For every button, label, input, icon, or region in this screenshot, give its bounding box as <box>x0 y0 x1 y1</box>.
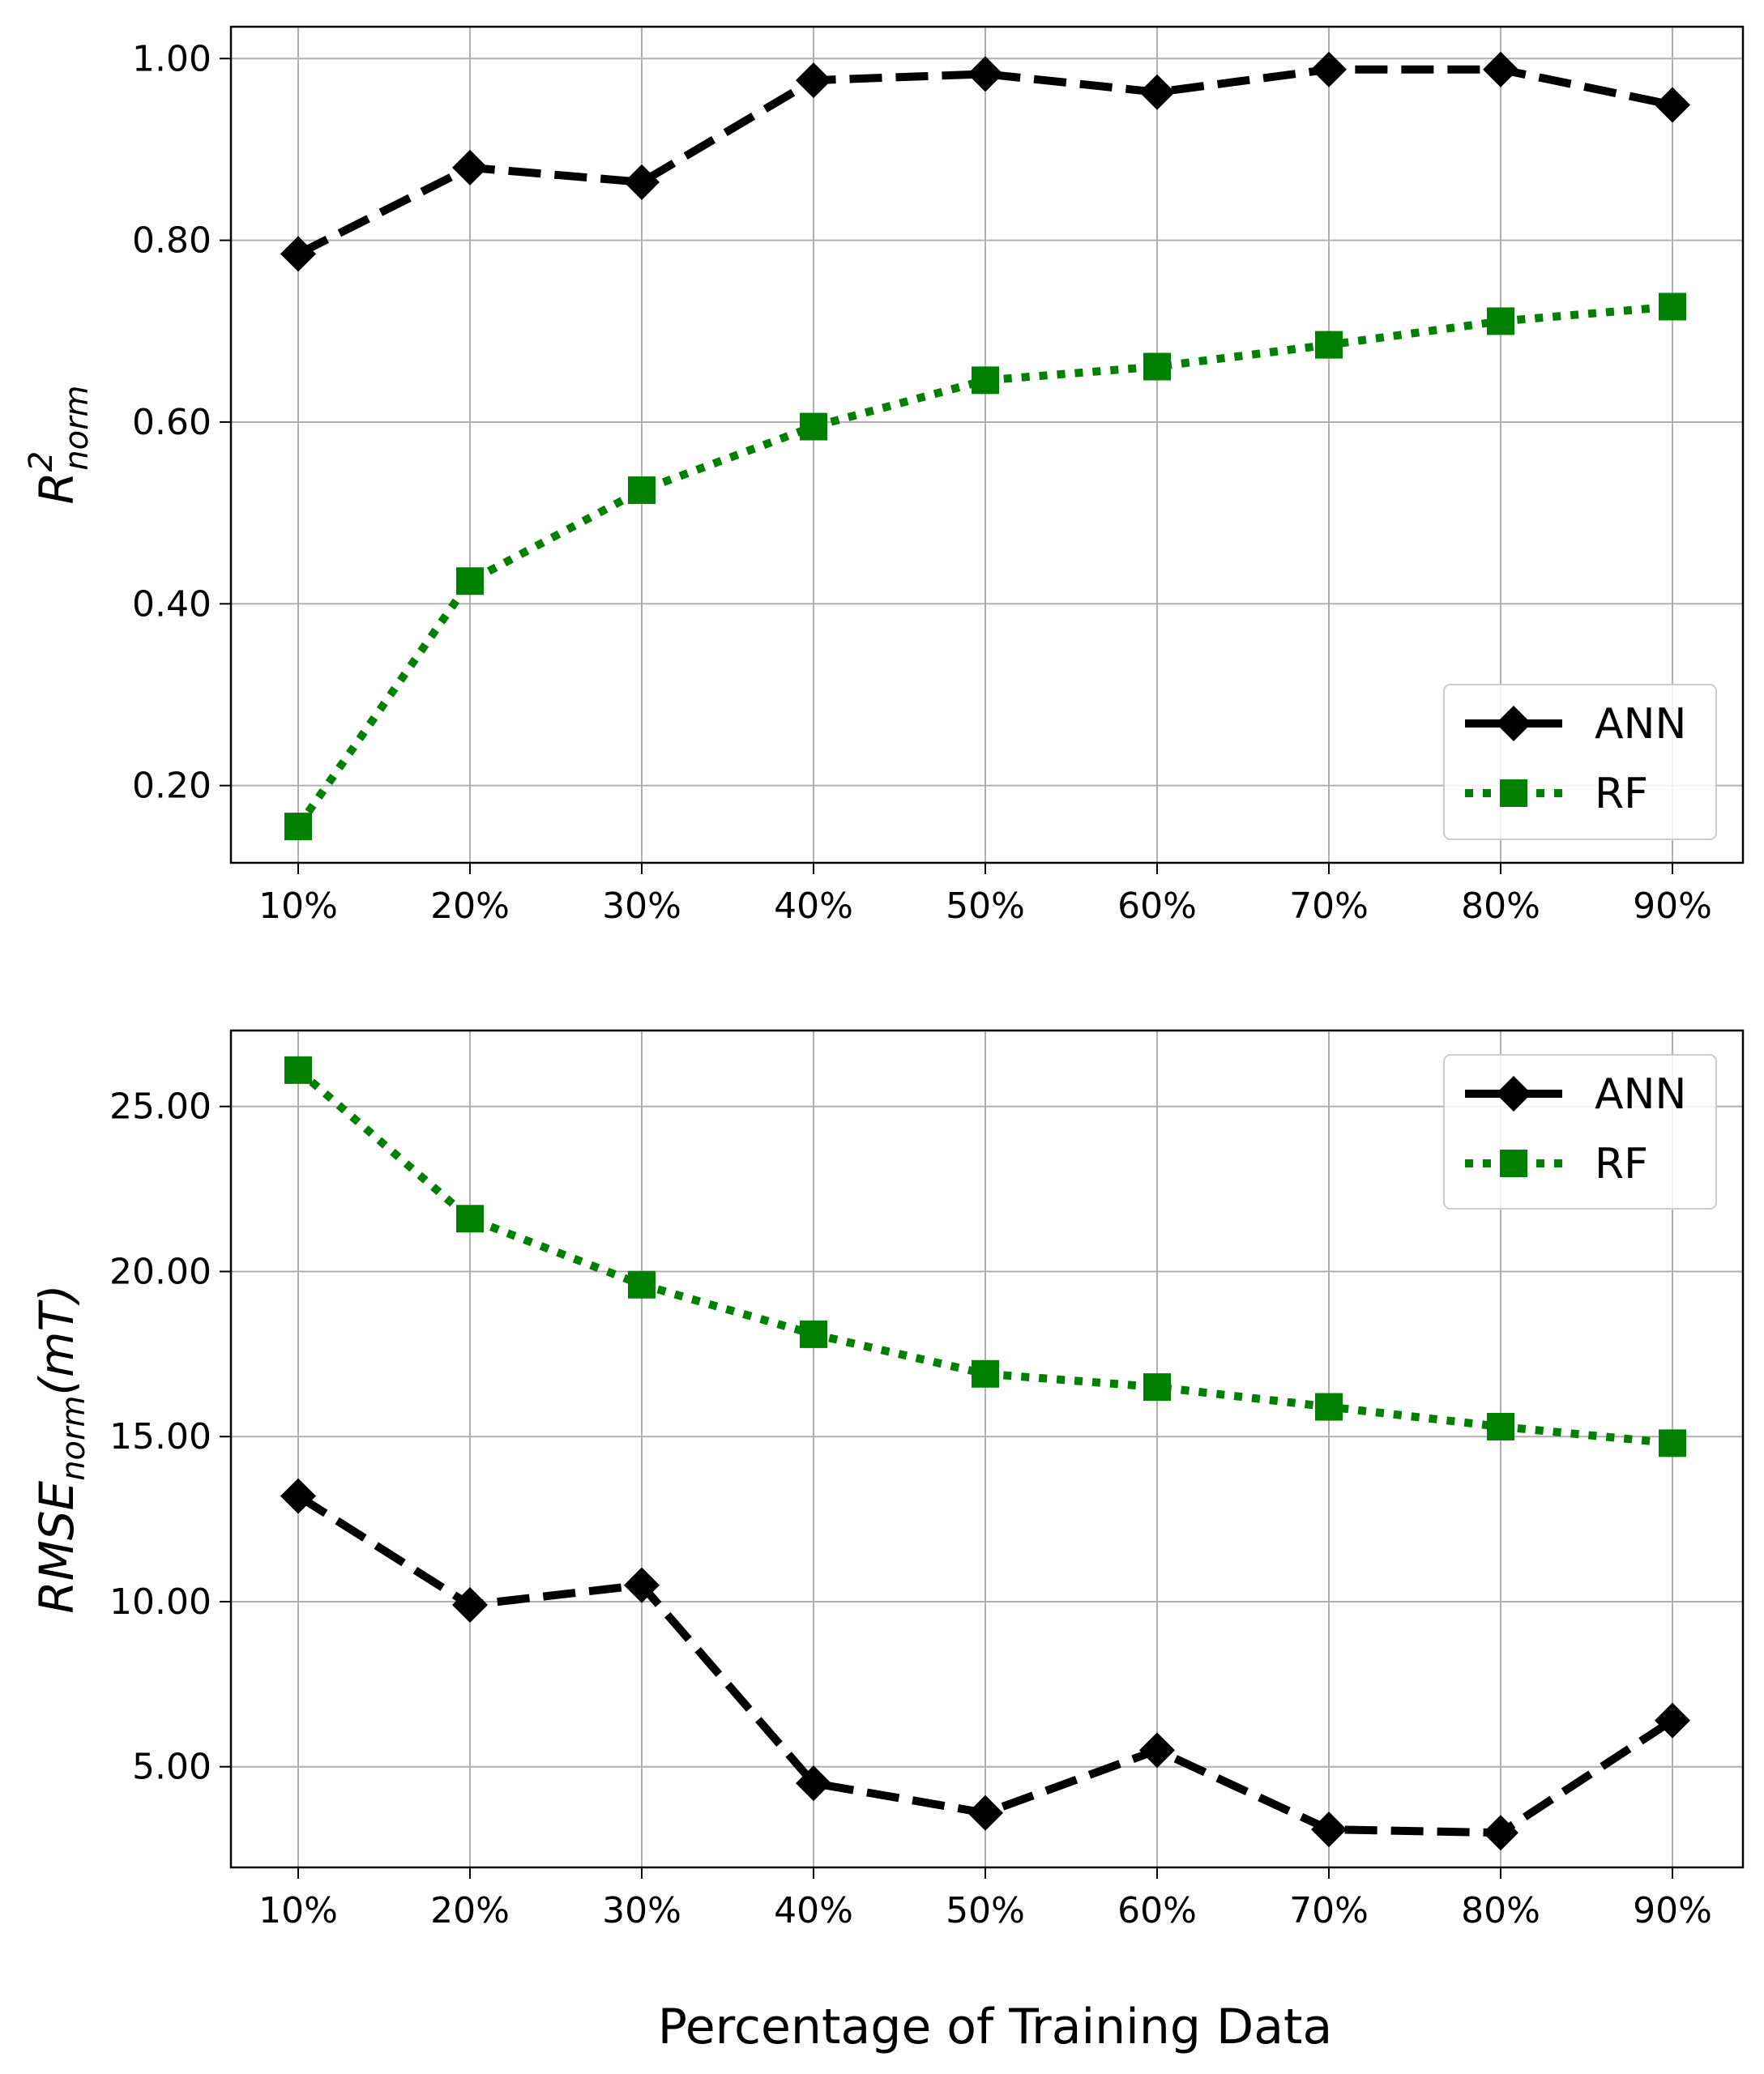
bottom-ann-point <box>1311 1812 1347 1848</box>
top-rf-point <box>1315 331 1343 359</box>
top-axes-frame <box>229 25 1745 864</box>
top-ann-point <box>1483 51 1518 87</box>
top-ann-point <box>1655 87 1690 123</box>
top-x-tick-label: 60% <box>1117 886 1197 927</box>
bottom-x-tick-label: 20% <box>430 1890 510 1931</box>
top-legend-rf-label: RF <box>1595 770 1648 818</box>
bottom-legend: ANN RF <box>1443 1054 1717 1210</box>
top-ann-point <box>452 149 488 186</box>
bottom-ann-point <box>1655 1702 1690 1739</box>
top-legend-ann-marker <box>1496 706 1531 741</box>
bottom-x-tick-label: 30% <box>602 1890 681 1931</box>
top-rf-point <box>1143 352 1171 381</box>
bottom-ann-point <box>280 1478 316 1514</box>
bottom-x-tick-label: 90% <box>1633 1890 1712 1931</box>
bottom-rf-point <box>972 1359 999 1388</box>
bottom-rf-point <box>1315 1393 1343 1421</box>
top-rf-point <box>628 476 656 505</box>
top-y-tick-label: 1.00 <box>132 38 211 79</box>
top-ann-point <box>280 236 316 272</box>
top-rf-line <box>294 302 1673 829</box>
top-legend-rf-marker <box>1500 779 1527 807</box>
top-chart-panel: 10% 20% 30% 40% 50% 60% 70% 80% 90% 0.20 0.40 0.60 0… <box>23 25 1745 927</box>
bottom-rf-point <box>1143 1373 1171 1402</box>
top-legend: ANN RF <box>1443 684 1717 840</box>
top-x-tick-label: 50% <box>946 886 1025 927</box>
bottom-ann-point <box>1483 1815 1518 1851</box>
bottom-ann-point <box>624 1567 660 1603</box>
top-y-tick-label: 0.20 <box>132 766 211 807</box>
bottom-rf-point <box>456 1205 484 1233</box>
top-x-tick-label: 20% <box>430 886 510 927</box>
top-y-tick-label: 0.40 <box>132 583 211 625</box>
top-rf-point <box>972 366 999 395</box>
bottom-legend-ann-marker <box>1496 1076 1531 1112</box>
top-x-tick-label: 70% <box>1289 886 1369 927</box>
top-rf-point <box>456 567 484 595</box>
bottom-legend-ann-label: ANN <box>1595 1070 1686 1119</box>
top-x-tick-label: 40% <box>774 886 853 927</box>
bottom-rf-point <box>628 1270 656 1299</box>
top-ann-point <box>1311 51 1347 87</box>
top-x-tick-label: 90% <box>1633 886 1712 927</box>
top-ann-point <box>1139 74 1175 110</box>
top-x-tick-label: 80% <box>1461 886 1540 927</box>
bottom-ann-point <box>1139 1732 1175 1769</box>
bottom-ann-point <box>452 1587 488 1624</box>
bottom-rf-point <box>800 1320 827 1348</box>
bottom-axes-frame <box>229 1029 1745 1869</box>
bottom-ann-point <box>967 1794 1003 1831</box>
x-axis-label: Percentage of Training Data <box>658 1999 1333 2055</box>
bottom-y-tick-label: 25.00 <box>109 1086 211 1128</box>
top-y-axis-label: R2norm <box>23 386 96 505</box>
top-rf-point <box>800 412 827 441</box>
bottom-x-tick-label: 40% <box>774 1890 853 1931</box>
bottom-y-tick-label: 15.00 <box>109 1416 211 1457</box>
bottom-rf-line <box>295 1067 1673 1448</box>
bottom-x-tick-label: 70% <box>1289 1890 1369 1931</box>
bottom-y-tick-label: 10.00 <box>109 1581 211 1623</box>
bottom-legend-rf-marker <box>1500 1150 1527 1177</box>
top-x-tick-label: 30% <box>602 886 681 927</box>
top-ann-point <box>796 62 831 99</box>
top-ann-line <box>296 65 1674 258</box>
bottom-rf-point <box>284 1056 312 1084</box>
bottom-ann-point <box>796 1765 831 1802</box>
top-x-tick-label: 10% <box>258 886 338 927</box>
bottom-x-tick-label: 80% <box>1461 1890 1540 1931</box>
bottom-y-tick-label: 20.00 <box>109 1251 211 1292</box>
bottom-x-tick-label: 50% <box>946 1890 1025 1931</box>
top-rf-point <box>1487 307 1514 335</box>
top-ann-point <box>967 56 1003 92</box>
top-y-tick-label: 0.80 <box>132 220 211 262</box>
bottom-x-tick-label: 60% <box>1117 1890 1197 1931</box>
bottom-y-tick-label: 5.00 <box>132 1747 211 1788</box>
bottom-rf-point <box>1659 1429 1686 1457</box>
bottom-y-axis-label: RMSEnorm(mT) <box>29 1284 92 1613</box>
top-ann-point <box>624 164 660 200</box>
bottom-chart-panel: 10% 20% 30% 40% 50% 60% 70% 80% 90% 5.00 10.00 15.0… <box>29 1029 1745 1931</box>
top-legend-ann-label: ANN <box>1595 700 1686 749</box>
bottom-legend-rf-label: RF <box>1595 1140 1648 1188</box>
top-y-tick-label: 0.60 <box>132 402 211 443</box>
top-rf-point <box>284 813 312 841</box>
bottom-x-tick-label: 10% <box>258 1890 338 1931</box>
top-rf-point <box>1659 292 1686 321</box>
bottom-rf-point <box>1487 1412 1514 1440</box>
